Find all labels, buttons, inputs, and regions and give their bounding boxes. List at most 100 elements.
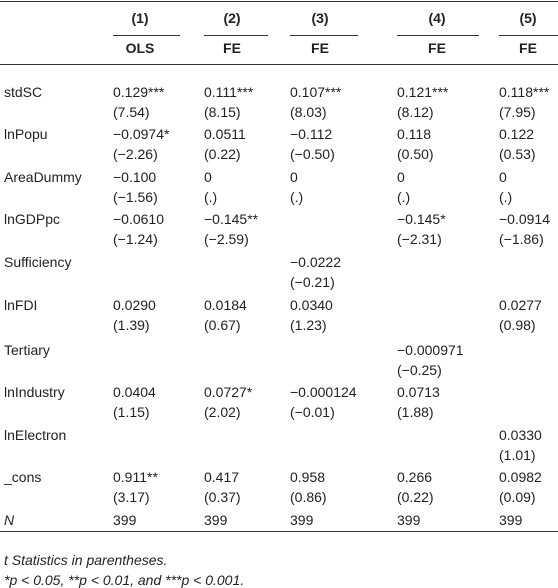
coefficient: 0.129*** [113, 84, 165, 100]
t-statistic: (−0.21) [290, 274, 335, 290]
column-model: FE [428, 40, 446, 56]
t-statistic: (0.50) [397, 146, 434, 162]
row-label: stdSC [4, 84, 43, 100]
rule [290, 35, 358, 36]
coefficient: 0 [397, 169, 405, 185]
row-label: _cons [4, 469, 42, 485]
column-number: (4) [428, 10, 446, 26]
row-label: lnGDPpc [4, 211, 61, 227]
coefficient: −0.0974* [113, 126, 170, 142]
coefficient: 0.107*** [290, 84, 342, 100]
t-statistic: (0.67) [204, 317, 241, 333]
coefficient: −0.112 [290, 126, 333, 142]
t-statistic: (3.17) [113, 489, 150, 505]
t-statistic: (0.22) [204, 146, 241, 162]
t-statistic: (0.53) [499, 146, 536, 162]
row-label: Tertiary [4, 342, 50, 358]
t-statistic: (−2.59) [204, 231, 249, 247]
coefficient: 0.0290 [113, 297, 156, 313]
t-statistic: (1.23) [290, 317, 327, 333]
observations: 399 [499, 512, 523, 528]
t-statistic: (0.09) [499, 489, 536, 505]
column-model: OLS [125, 40, 155, 56]
t-statistic: (1.15) [113, 404, 150, 420]
row-label: AreaDummy [4, 169, 82, 185]
t-statistic: (1.39) [113, 317, 150, 333]
row-label: N [4, 512, 15, 528]
rule [0, 64, 558, 65]
t-statistic: (1.88) [397, 404, 434, 420]
coefficient: −0.145* [397, 211, 446, 227]
coefficient: −0.0914 [499, 211, 550, 227]
coefficient: 0.0340 [290, 297, 333, 313]
t-statistic: (−0.50) [290, 146, 335, 162]
t-statistic: (8.15) [204, 104, 241, 120]
rule [499, 35, 558, 36]
t-statistic: (0.37) [204, 489, 241, 505]
coefficient: −0.145** [204, 211, 259, 227]
t-statistic: (7.95) [499, 104, 536, 120]
coefficient: −0.000971 [397, 342, 464, 358]
coefficient: 0.417 [204, 469, 240, 485]
coefficient: −0.100 [113, 169, 157, 185]
t-statistic: (−2.26) [113, 146, 158, 162]
coefficient: 0 [290, 169, 298, 185]
coefficient: 0 [204, 169, 212, 185]
coefficient: −0.0610 [113, 211, 164, 227]
column-number: (3) [311, 10, 329, 26]
t-statistic: (0.86) [290, 489, 327, 505]
row-label: lnPopu [4, 126, 48, 142]
row-label: Sufficiency [4, 254, 72, 270]
row-label: lnIndustry [4, 384, 65, 400]
coefficient: 0.0184 [204, 297, 247, 313]
row-label: lnElectron [4, 427, 67, 443]
observations: 399 [290, 512, 314, 528]
rule [0, 531, 558, 532]
coefficient: 0.121*** [397, 84, 449, 100]
coefficient: 0 [499, 169, 507, 185]
rule [397, 35, 479, 36]
coefficient: 0.0982 [499, 469, 542, 485]
observations: 399 [397, 512, 421, 528]
t-statistic: (−2.31) [397, 231, 442, 247]
coefficient: 0.0277 [499, 297, 542, 313]
row-label: lnFDI [4, 297, 38, 313]
t-statistic: (7.54) [113, 104, 150, 120]
coefficient: 0.111*** [204, 84, 254, 100]
coefficient: 0.0713 [397, 384, 440, 400]
coefficient: 0.0727* [204, 384, 253, 400]
note: t Statistics in parentheses. [4, 552, 168, 568]
rule [204, 35, 268, 36]
t-statistic: (−0.25) [397, 362, 442, 378]
coefficient: 0.118*** [499, 84, 550, 100]
rule [113, 35, 180, 36]
t-statistic: (8.12) [397, 104, 434, 120]
column-model: FE [223, 40, 241, 56]
t-statistic: (.) [499, 189, 513, 205]
t-statistic: (−1.86) [499, 231, 544, 247]
observations: 399 [113, 512, 137, 528]
t-statistic: (2.02) [204, 404, 241, 420]
t-statistic: (8.03) [290, 104, 327, 120]
t-statistic: (0.98) [499, 317, 536, 333]
coefficient: 0.118 [397, 126, 431, 142]
column-model: FE [311, 40, 329, 56]
coefficient: −0.0222 [290, 254, 341, 270]
t-statistic: (−1.24) [113, 231, 158, 247]
t-statistic: (0.22) [397, 489, 434, 505]
coefficient: 0.911** [113, 469, 158, 485]
t-statistic: (.) [290, 189, 304, 205]
note: *p < 0.05, **p < 0.01, and ***p < 0.001. [4, 572, 245, 588]
coefficient: −0.000124 [290, 384, 357, 400]
coefficient: 0.0404 [113, 384, 156, 400]
observations: 399 [204, 512, 228, 528]
coefficient: 0.122 [499, 126, 535, 142]
coefficient: 0.958 [290, 469, 326, 485]
rule [0, 1, 558, 2]
t-statistic: (1.01) [499, 447, 536, 463]
t-statistic: (−0.01) [290, 404, 335, 420]
column-number: (1) [131, 10, 149, 26]
coefficient: 0.0330 [499, 427, 542, 443]
column-number: (2) [223, 10, 241, 26]
